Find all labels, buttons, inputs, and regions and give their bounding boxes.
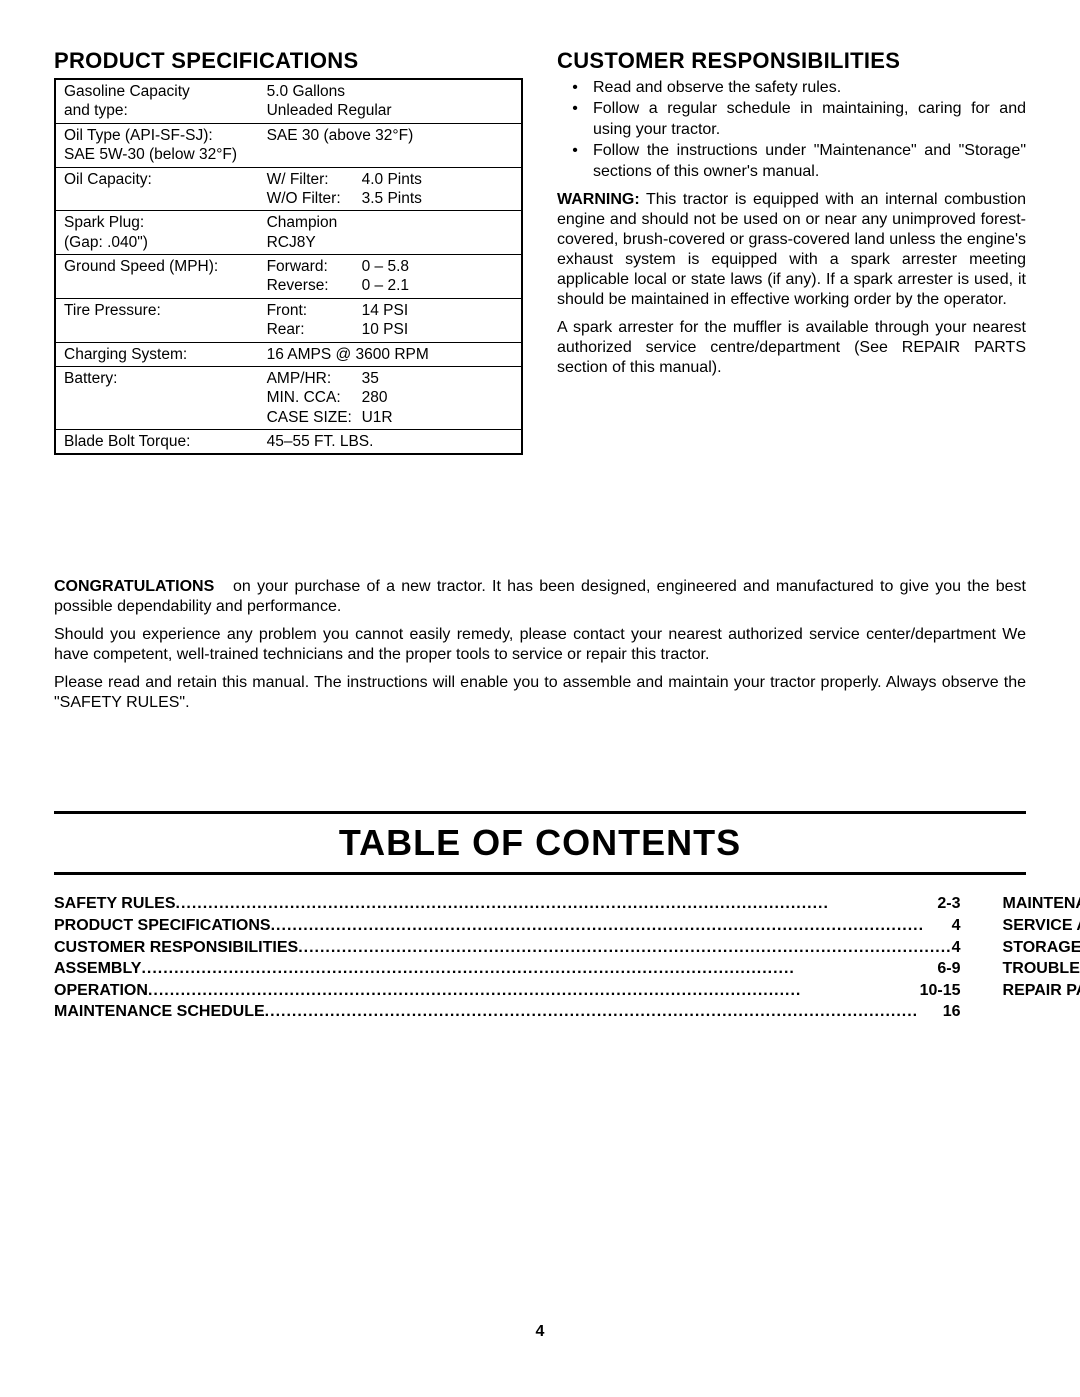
- bullet-text: Follow the instructions under "Maintenan…: [593, 141, 1026, 182]
- toc-entry-page: 4: [952, 937, 961, 959]
- toc-entry: CUSTOMER RESPONSIBILITIES 4: [54, 937, 961, 959]
- spec-value: ChampionRCJ8Y: [261, 211, 521, 254]
- toc-entry-name: TROUBLESHOOTING: [1003, 958, 1080, 980]
- spec-table: Gasoline Capacityand type:5.0 GallonsUnl…: [54, 78, 523, 455]
- toc-entry-page: 16: [943, 1001, 961, 1023]
- spec-label: Ground Speed (MPH):: [56, 255, 261, 298]
- toc-entry-name: SERVICE AND ADJUSTMENTS: [1003, 915, 1080, 937]
- toc-entry: MAINTENANCE SCHEDULE 16: [54, 1001, 961, 1023]
- resp-bullet: •Follow a regular schedule in maintainin…: [557, 99, 1026, 140]
- warning-paragraph: WARNING: This tractor is equipped with a…: [557, 190, 1026, 310]
- spec-row: Oil Capacity:W/ Filter:4.0 PintsW/O Filt…: [56, 168, 521, 212]
- spec-label: Oil Type (API-SF-SJ):SAE 5W-30 (below 32…: [56, 124, 261, 167]
- congrats-block: CONGRATULATIONS on your purchase of a ne…: [54, 577, 1026, 713]
- toc-entry-name: SAFETY RULES: [54, 893, 176, 915]
- resp-heading: CUSTOMER RESPONSIBILITIES: [557, 48, 1026, 74]
- spec-label: Blade Bolt Torque:: [56, 430, 261, 453]
- spec-label: Tire Pressure:: [56, 299, 261, 342]
- toc-dots: [141, 958, 937, 980]
- toc-bottom-rule: [54, 872, 1026, 875]
- toc-entry-name: OPERATION: [54, 980, 148, 1002]
- toc-entry-name: ASSEMBLY: [54, 958, 141, 980]
- bullet-text: Follow a regular schedule in maintaining…: [593, 99, 1026, 140]
- toc-entry: TROUBLESHOOTING27-28: [1003, 958, 1080, 980]
- spec-row: Gasoline Capacityand type:5.0 GallonsUnl…: [56, 80, 521, 124]
- toc-entry-page: 4: [952, 915, 961, 937]
- spec-label: Battery:: [56, 367, 261, 429]
- toc-entry-name: CUSTOMER RESPONSIBILITIES: [54, 937, 298, 959]
- toc-entry: OPERATION 10-15: [54, 980, 961, 1002]
- resp-bullet: •Follow the instructions under "Maintena…: [557, 141, 1026, 182]
- spec-value: AMP/HR:35MIN. CCA:280CASE SIZE:U1R: [261, 367, 521, 429]
- warning-text: This tractor is equipped with an interna…: [557, 191, 1026, 308]
- toc-dots: [298, 937, 951, 959]
- toc-entry: ASSEMBLY 6-9: [54, 958, 961, 980]
- toc-entry-page: 6-9: [937, 958, 960, 980]
- congrats-p2: Should you experience any problem you ca…: [54, 625, 1026, 665]
- toc-left-col: SAFETY RULES2-3PRODUCT SPECIFICATIONS4CU…: [54, 893, 961, 1023]
- toc-right-col: MAINTENANCE16-19SERVICE AND ADJUSTMENTS2…: [1003, 893, 1080, 1023]
- spec-row: Charging System:16 AMPS @ 3600 RPM: [56, 343, 521, 367]
- toc-entry: REPAIR PARTS - TRACTOR30-45: [1003, 980, 1080, 1002]
- spec-row: Tire Pressure:Front:14 PSIRear:10 PSI: [56, 299, 521, 343]
- toc-dots: [148, 980, 920, 1002]
- spec-label: Charging System:: [56, 343, 261, 366]
- page-number: 4: [0, 1323, 1080, 1341]
- toc-title: TABLE OF CONTENTS: [54, 814, 1026, 872]
- toc-entry-name: MAINTENANCE: [1003, 893, 1080, 915]
- toc-entry-name: MAINTENANCE SCHEDULE: [54, 1001, 265, 1023]
- toc-entry: SERVICE AND ADJUSTMENTS20-25: [1003, 915, 1080, 937]
- toc-entry-page: 10-15: [920, 980, 961, 1002]
- spec-value: SAE 30 (above 32°F): [261, 124, 521, 167]
- warning-label: WARNING:: [557, 191, 640, 208]
- spec-row: Oil Type (API-SF-SJ):SAE 5W-30 (below 32…: [56, 124, 521, 168]
- spec-value: 45–55 FT. LBS.: [261, 430, 521, 453]
- spec-label: Oil Capacity:: [56, 168, 261, 211]
- spec-row: Ground Speed (MPH):Forward:0 – 5.8Revers…: [56, 255, 521, 299]
- toc-entry: STORAGE26: [1003, 937, 1080, 959]
- resp-bullet: •Read and observe the safety rules.: [557, 78, 1026, 98]
- spec-row: Blade Bolt Torque:45–55 FT. LBS.: [56, 430, 521, 453]
- spec-label: Gasoline Capacityand type:: [56, 80, 261, 123]
- spec-row: Battery:AMP/HR:35MIN. CCA:280CASE SIZE:U…: [56, 367, 521, 430]
- spec-value: 16 AMPS @ 3600 RPM: [261, 343, 521, 366]
- toc-dots: [176, 893, 938, 915]
- toc-entry: MAINTENANCE16-19: [1003, 893, 1080, 915]
- spec-value: W/ Filter:4.0 PintsW/O Filter:3.5 Pints: [261, 168, 521, 211]
- toc-dots: [271, 915, 952, 937]
- congrats-p3: Please read and retain this manual. The …: [54, 673, 1026, 713]
- toc-entry-name: STORAGE: [1003, 937, 1080, 959]
- toc-dots: [265, 1001, 943, 1023]
- toc-entry-name: REPAIR PARTS - TRACTOR: [1003, 980, 1080, 1002]
- spec-value: Forward:0 – 5.8Reverse:0 – 2.1: [261, 255, 521, 298]
- bullet-icon: •: [557, 78, 593, 98]
- toc-entry-name: PRODUCT SPECIFICATIONS: [54, 915, 271, 937]
- resp-list: •Read and observe the safety rules.•Foll…: [557, 78, 1026, 182]
- bullet-text: Read and observe the safety rules.: [593, 78, 841, 98]
- spec-row: Spark Plug:(Gap: .040")ChampionRCJ8Y: [56, 211, 521, 255]
- spec-heading: PRODUCT SPECIFICATIONS: [54, 48, 523, 74]
- bullet-icon: •: [557, 141, 593, 182]
- toc-entry: SAFETY RULES 2-3: [54, 893, 961, 915]
- spec-value: Front:14 PSIRear:10 PSI: [261, 299, 521, 342]
- toc-entry-page: 2-3: [937, 893, 960, 915]
- bullet-icon: •: [557, 99, 593, 140]
- spec-value: 5.0 GallonsUnleaded Regular: [261, 80, 521, 123]
- spec-label: Spark Plug:(Gap: .040"): [56, 211, 261, 254]
- congrats-label: CONGRATULATIONS: [54, 578, 214, 595]
- toc-entry: PRODUCT SPECIFICATIONS 4: [54, 915, 961, 937]
- arrester-paragraph: A spark arrester for the muffler is avai…: [557, 318, 1026, 378]
